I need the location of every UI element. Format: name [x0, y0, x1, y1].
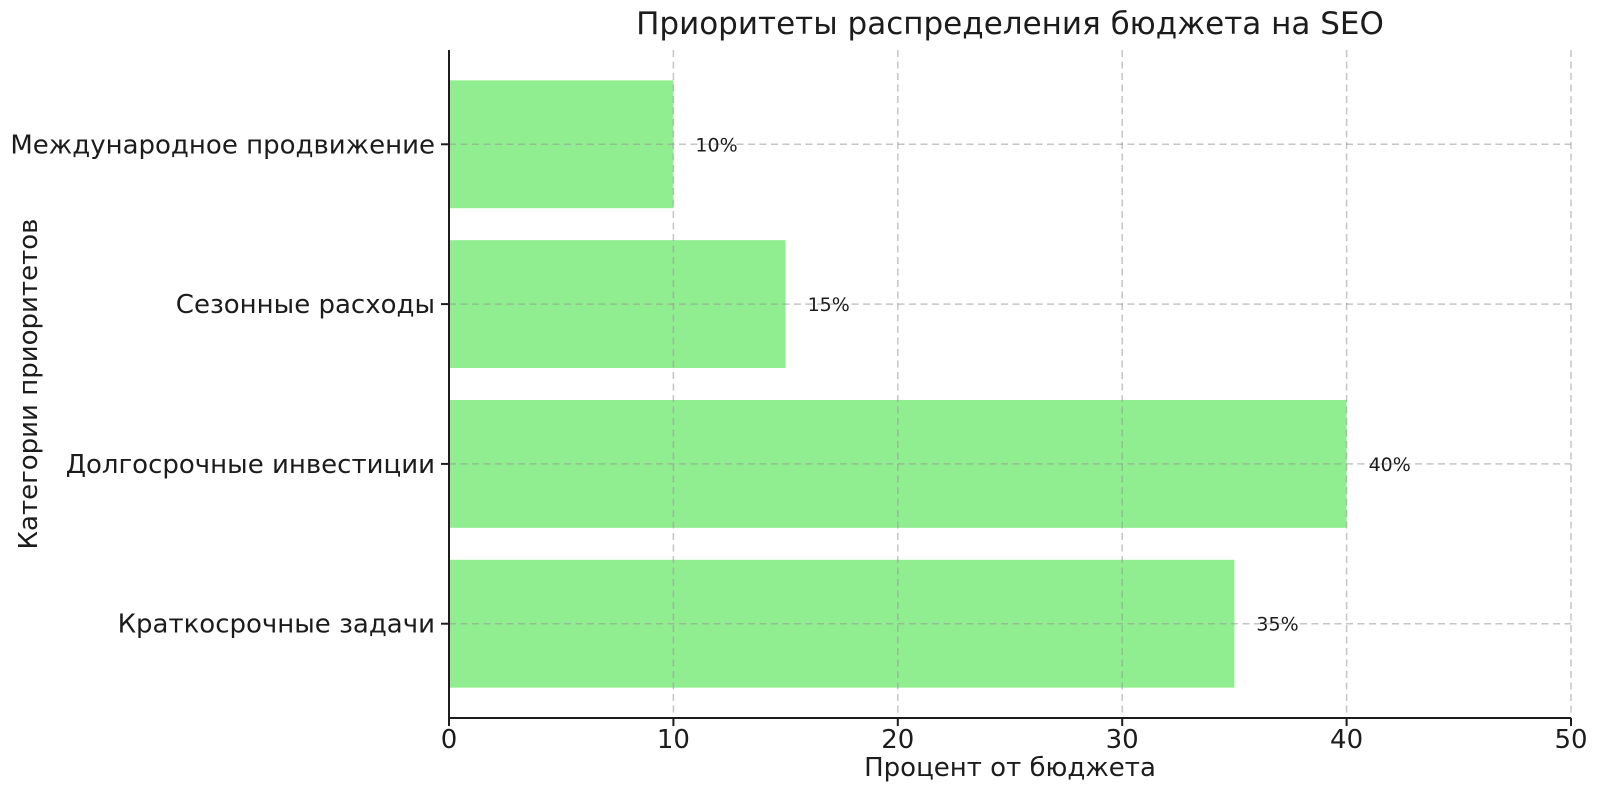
chart-title: Приоритеты распределения бюджета на SEO [636, 6, 1384, 42]
x-tick-label: 20 [881, 725, 914, 755]
x-tick-label: 30 [1106, 725, 1139, 755]
x-tick-label: 10 [657, 725, 690, 755]
x-axis-label: Процент от бюджета [864, 753, 1156, 783]
y-axis-label: Категории приоритетов [14, 218, 44, 550]
value-label: 10% [695, 134, 737, 156]
value-label: 40% [1369, 454, 1411, 476]
y-category-label: Краткосрочные задачи [118, 610, 435, 640]
y-category-label: Долгосрочные инвестиции [66, 450, 435, 480]
x-tick-label: 0 [441, 725, 458, 755]
value-label: 35% [1256, 614, 1298, 636]
x-tick-label: 40 [1330, 725, 1363, 755]
x-tick-label: 50 [1554, 725, 1587, 755]
y-category-label: Сезонные расходы [176, 290, 435, 320]
value-label: 15% [808, 294, 850, 316]
y-category-label: Международное продвижение [10, 130, 435, 160]
